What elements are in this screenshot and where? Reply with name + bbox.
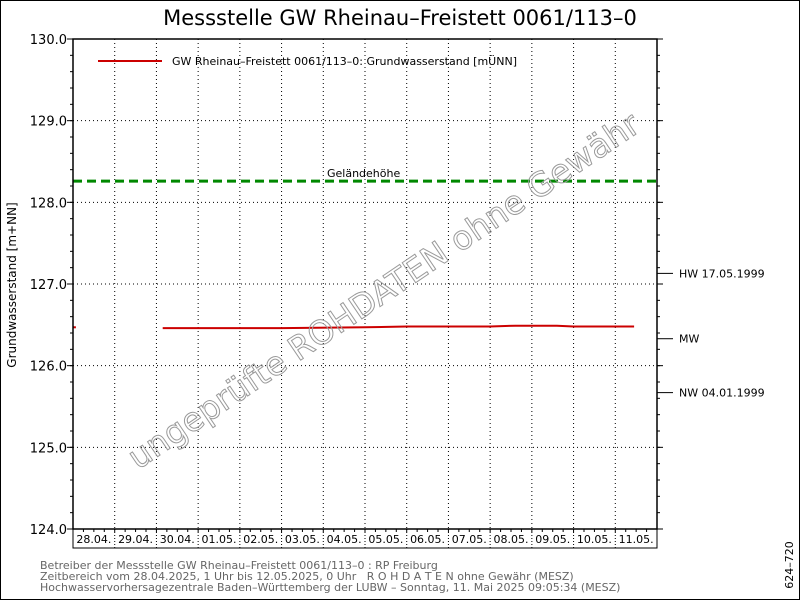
footer-operator: Betreiber der Messstelle GW Rheinau–Frei… (40, 559, 438, 572)
x-tick-label: 30.04. (160, 533, 195, 546)
watermark: ungeprüfte ROHDATEN ohne Gewähr (120, 103, 648, 477)
series-line-segment (162, 324, 635, 330)
y-tick-label: 129.0 (30, 115, 67, 130)
reference-lines: Geländehöhe (73, 167, 657, 183)
x-tick-label: 06.05. (410, 533, 445, 546)
footer-time-range: Zeitbereich vom 28.04.2025, 1 Uhr bis 12… (40, 570, 574, 583)
y-tick-label: 130.0 (30, 33, 67, 48)
y-axis-label: Grundwasserstand [m+NN] (5, 202, 19, 367)
legend: GW Rheinau–Freistett 0061/113–0: Grundwa… (98, 55, 517, 68)
watermark-text: ungeprüfte ROHDATEN ohne Gewähr (120, 104, 647, 477)
y-tick-label: 126.0 (30, 360, 67, 375)
x-tick-label: 08.05. (494, 533, 529, 546)
x-tick-label: 10.05. (577, 533, 612, 546)
reference-line-label: Geländehöhe (327, 167, 400, 180)
x-tick-label: 04.05. (327, 533, 362, 546)
footer-agency: Hochwasservorhersagezentrale Baden–Württ… (40, 581, 621, 594)
right-marker-label: MW (679, 333, 699, 346)
x-axis: 28.04. 29.04. 30.04. 01.05. 02.05. 03.05. 04.0… (72, 528, 658, 549)
x-tick-label: 28.04. (76, 533, 111, 546)
y-axis: 124.0 125.0 126.0 127.0 128.0 129.0 130.0 (30, 33, 663, 538)
x-tick-label: 03.05. (285, 533, 320, 546)
right-markers: HW 17.05.1999 MW NW 04.01.1999 (657, 267, 765, 400)
y-tick-label: 127.0 (30, 278, 67, 293)
legend-label: GW Rheinau–Freistett 0061/113–0: Grundwa… (172, 55, 517, 68)
y-tick-label: 128.0 (30, 196, 67, 211)
right-marker-label: NW 04.01.1999 (679, 387, 765, 400)
x-tick-label: 02.05. (243, 533, 278, 546)
chart-title: Messstelle GW Rheinau–Freistett 0061/113… (163, 6, 637, 30)
y-tick-label: 124.0 (30, 523, 67, 538)
side-code: 624–720 (783, 541, 796, 589)
x-tick-label: 11.05. (619, 533, 654, 546)
plot-grid (73, 39, 657, 529)
x-tick-label: 29.04. (118, 533, 153, 546)
x-tick-label: 09.05. (535, 533, 570, 546)
x-tick-label: 05.05. (368, 533, 403, 546)
x-tick-label: 07.05. (452, 533, 487, 546)
right-marker-label: HW 17.05.1999 (679, 267, 765, 280)
y-tick-label: 125.0 (30, 441, 67, 456)
x-tick-label: 01.05. (202, 533, 237, 546)
